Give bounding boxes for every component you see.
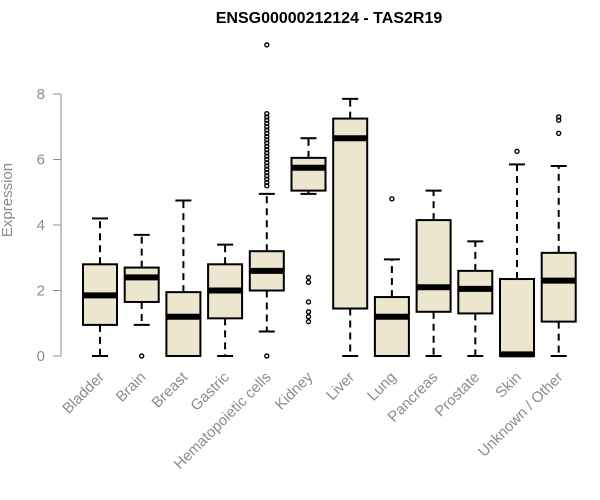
outlier-point	[264, 130, 270, 137]
outlier-point	[305, 279, 312, 286]
outlier-point	[264, 146, 270, 153]
box-bladder	[82, 217, 118, 357]
outlier-point	[305, 309, 312, 315]
iqr-box	[415, 219, 452, 313]
x-tick-label: Kidney	[272, 368, 317, 413]
outlier-point	[264, 140, 270, 146]
outlier-point	[264, 153, 270, 159]
box-hematopoietic-cells	[248, 42, 285, 359]
box-liver	[332, 97, 369, 357]
outlier-point	[264, 353, 270, 359]
outlier-point	[264, 143, 270, 150]
x-tick-label: Skin	[492, 369, 525, 402]
iqr-box	[332, 117, 369, 310]
outlier-point	[556, 130, 562, 137]
y-axis-label: Expression	[0, 163, 16, 237]
iqr-box	[540, 251, 577, 323]
y-axis-ticks: 0 2 4 6 8	[37, 86, 61, 365]
outlier-point	[264, 179, 270, 186]
outlier-point	[264, 160, 270, 166]
outlier-point	[264, 120, 270, 127]
outlier-point	[264, 166, 270, 173]
y-tick-label: 4	[37, 217, 45, 234]
x-tick-label: Liver	[323, 369, 358, 404]
outlier-point	[305, 299, 312, 305]
box-prostate	[457, 240, 494, 357]
outlier-point	[264, 176, 270, 182]
box-pancreas	[415, 189, 452, 357]
outlier-point	[389, 196, 395, 202]
y-tick-label: 8	[37, 86, 45, 103]
x-tick-label: Breast	[149, 368, 192, 411]
outlier-point	[264, 137, 270, 143]
iqr-box	[290, 156, 327, 192]
x-tick-label: Prostate	[432, 369, 484, 421]
outlier-point	[264, 150, 270, 156]
outlier-point	[138, 353, 145, 359]
y-tick-label: 2	[37, 283, 45, 300]
outlier-point	[305, 274, 312, 281]
iqr-box	[165, 291, 202, 358]
box-unknown-other	[540, 114, 577, 357]
y-tick-label: 6	[37, 152, 45, 169]
outlier-point	[514, 148, 520, 155]
outlier-point	[264, 173, 270, 179]
y-tick-label: 0	[37, 348, 45, 365]
box-skin	[499, 148, 535, 358]
x-tick-label: Brain	[113, 369, 150, 406]
outlier-point	[264, 110, 270, 117]
box-gastric	[207, 243, 244, 357]
iqr-box	[499, 278, 535, 358]
x-tick-label: Bladder	[59, 369, 108, 418]
box-lung	[373, 196, 410, 357]
outlier-point	[305, 318, 312, 325]
outlier-point	[264, 156, 270, 163]
x-tick-label: Lung	[364, 369, 400, 405]
box-brain	[123, 233, 160, 359]
outlier-point	[264, 182, 270, 189]
outlier-point	[264, 163, 270, 169]
iqr-box	[457, 269, 494, 315]
outlier-point	[264, 133, 270, 140]
outlier-point	[264, 117, 270, 123]
box-kidney	[290, 137, 327, 325]
iqr-box	[123, 266, 160, 303]
outlier-point	[264, 169, 270, 176]
outlier-point	[556, 117, 562, 123]
outlier-point	[264, 114, 270, 120]
outlier-point	[264, 42, 270, 48]
iqr-box	[373, 296, 410, 357]
box-breast	[165, 199, 202, 358]
outlier-point	[556, 114, 562, 120]
chart-title: ENSG00000212124 - TAS2R19	[216, 10, 443, 27]
box-series	[82, 42, 577, 359]
outlier-point	[264, 127, 270, 133]
outlier-point	[264, 124, 270, 130]
outlier-point	[305, 314, 312, 320]
